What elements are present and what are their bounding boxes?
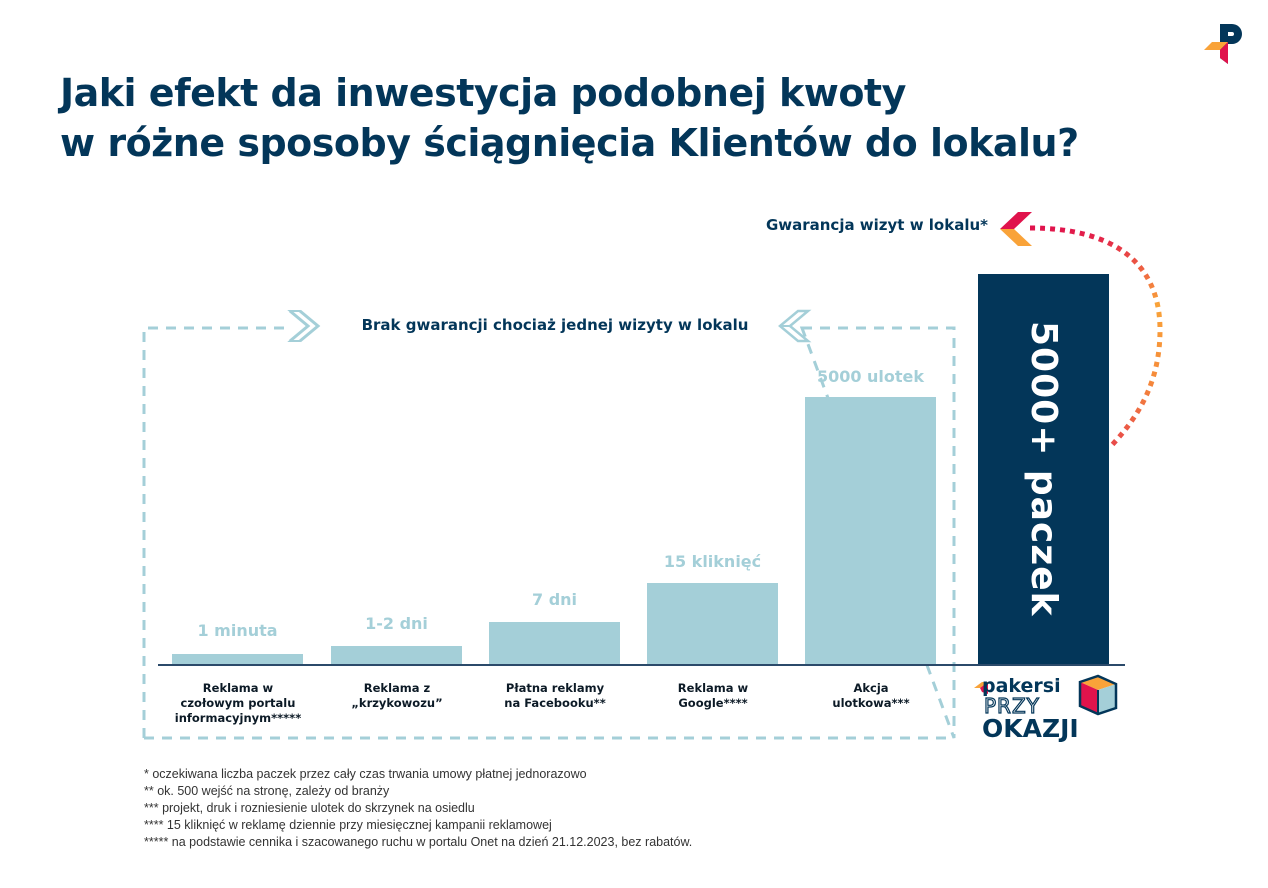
bar-portal (172, 654, 303, 664)
category-label-line: Reklama w (202, 681, 274, 695)
category-label-line: Reklama w (677, 681, 749, 695)
footnote: **** 15 kliknięć w reklamę dziennie przy… (144, 818, 552, 832)
category-label-line: Google**** (678, 696, 748, 710)
pakersi-logo-icon (974, 674, 1118, 716)
footnotes: * oczekiwana liczba paczek przez cały cz… (144, 766, 692, 851)
footnote: * oczekiwana liczba paczek przez cały cz… (144, 767, 587, 781)
bar-krzykowoz (331, 646, 462, 664)
category-label: Reklama z „krzykowozu” (327, 681, 467, 711)
title-line-2: w różne sposoby ściągnięcia Klientów do … (60, 121, 1079, 165)
x-axis-line (158, 664, 1125, 666)
value-label: 1-2 dni (365, 614, 428, 633)
footnote: *** projekt, druk i rozniesienie ulotek … (144, 801, 475, 815)
chevron-right-icon (287, 309, 321, 343)
pakersi-logo-word: pakersi (982, 675, 1061, 697)
value-label: 1 minuta (197, 621, 278, 640)
category-label-line: informacyjnym***** (174, 711, 302, 725)
value-label: 7 dni (531, 590, 578, 609)
bar-pakersi (978, 274, 1109, 664)
guarantee-label: Gwarancja wizyt w lokalu* (765, 216, 988, 234)
bar-facebook (489, 622, 620, 664)
footnote: ** ok. 500 wejść na stronę, zależy od br… (144, 784, 390, 798)
dotted-arc-arrow (1029, 225, 1163, 447)
page-title: Jaki efekt da inwestycja podobnej kwoty … (60, 68, 1210, 168)
guarantee-chevron-icon (1000, 212, 1032, 246)
chevron-left-icon (778, 309, 812, 343)
value-label-pakersi: 5000+ paczek (1023, 321, 1064, 617)
bar-pakersi-label: 5000+ paczek (978, 274, 1109, 664)
category-label-line: Reklama z (363, 681, 431, 695)
brand-logo-icon (1204, 24, 1242, 64)
bar-google (647, 583, 778, 664)
title-line-1: Jaki efekt da inwestycja podobnej kwoty (60, 71, 906, 115)
category-label-line: ulotkowa*** (832, 696, 910, 710)
bar-ulotki (805, 397, 936, 664)
value-label: 15 kliknięć (663, 552, 762, 571)
category-label: Akcja ulotkowa*** (801, 681, 941, 711)
value-label: 5000 ulotek (816, 367, 925, 386)
no-guarantee-label: Brak gwarancji chociaż jednej wizyty w l… (361, 316, 749, 334)
pakersi-logo-okazji: OKAZJI (982, 714, 1079, 743)
category-label-line: Akcja (853, 681, 889, 695)
pakersi-przy-okazji-logo: pakersi PRZY OKAZJI (972, 674, 1120, 746)
category-label: Płatna reklamy na Facebooku** (485, 681, 625, 711)
pakersi-logo-przy: PRZY (983, 694, 1040, 718)
category-label-line: Płatna reklamy (505, 681, 605, 695)
category-label: Reklama w czołowym portalu informacyjnym… (168, 681, 308, 726)
category-label-line: „krzykowozu” (351, 696, 443, 710)
footnote: ***** na podstawie cennika i szacowanego… (144, 835, 693, 849)
category-label-line: czołowym portalu (180, 696, 296, 710)
category-label-line: na Facebooku** (504, 696, 606, 710)
category-label: Reklama w Google**** (643, 681, 783, 711)
